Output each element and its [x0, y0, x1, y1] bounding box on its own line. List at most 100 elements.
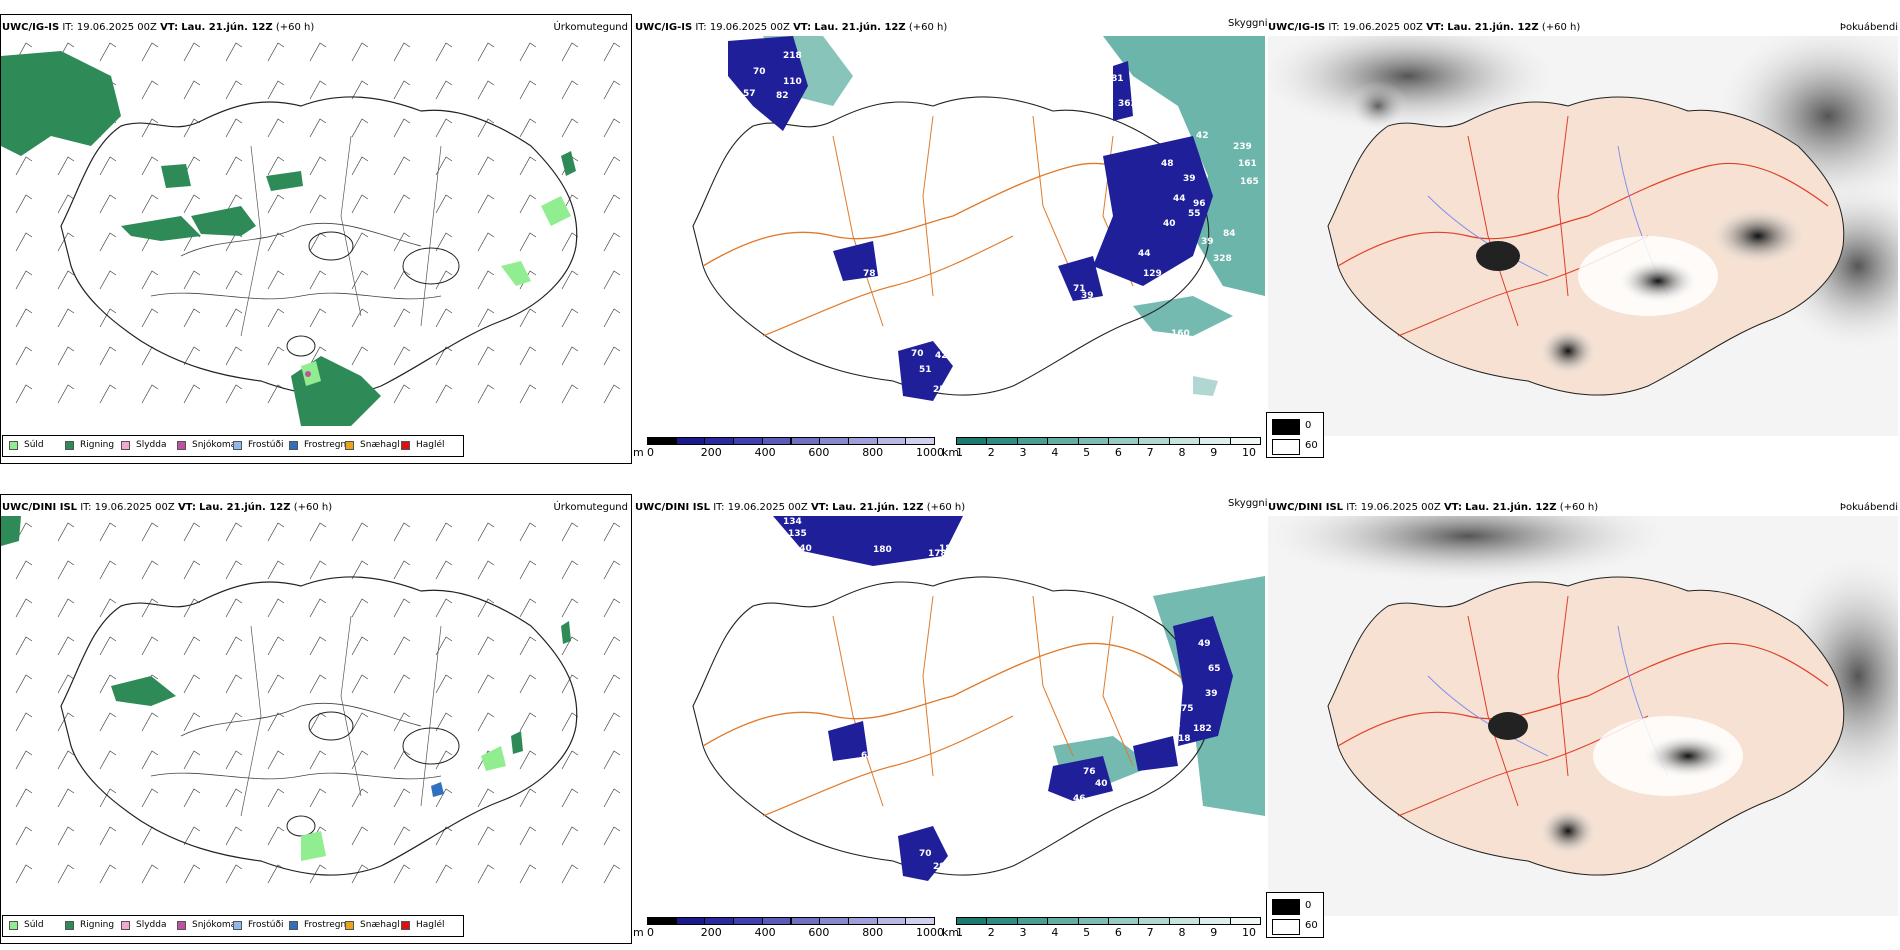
- lead-time: (+60 h): [926, 502, 966, 513]
- wind-barb: [477, 522, 495, 542]
- legend-label: Súld: [24, 440, 44, 450]
- cloud-base-value: 13: [1158, 709, 1171, 719]
- wind-barb: [603, 308, 621, 328]
- cloud-base-value: 57: [743, 89, 756, 99]
- legend-label: Frostúði: [248, 920, 284, 930]
- colorbar-tick-label: 2: [987, 446, 995, 459]
- valid-time: Lau. 21.jún. 12Z: [181, 22, 273, 33]
- wind-barb: [99, 750, 117, 770]
- wind-barb: [57, 864, 75, 884]
- wind-barb: [351, 346, 369, 366]
- colorbar-tick-label: 1000: [916, 446, 944, 459]
- colorbar-segment: [1077, 437, 1109, 445]
- wind-barb: [393, 42, 411, 62]
- precip-panel-frame: [0, 14, 632, 464]
- colorbar-segment: [1199, 917, 1231, 925]
- wind-barb: [393, 674, 411, 694]
- legend-item: Súld: [9, 440, 44, 451]
- cloud-base-value: 42: [1196, 131, 1209, 141]
- cloud-base-value: 140: [793, 544, 812, 554]
- wind-barb: [477, 232, 495, 252]
- wind-barb: [267, 42, 285, 62]
- lead-time: (+60 h): [1541, 22, 1581, 33]
- colorbar-tick-label: 7: [1146, 446, 1154, 459]
- wind-barb: [267, 712, 285, 732]
- legend-label: Slydda: [136, 440, 167, 450]
- cloud-base-value: 82: [776, 91, 789, 101]
- wind-barb: [15, 750, 33, 770]
- wind-barb: [435, 42, 453, 62]
- cloud-base-value: 39: [1081, 291, 1094, 301]
- model-name: UWC/IG-IS: [1268, 22, 1326, 33]
- cloud-base-value: 42: [935, 351, 948, 361]
- wind-barb: [393, 156, 411, 176]
- legend-swatch: [121, 921, 130, 930]
- cloud-base-value: 78: [863, 269, 876, 279]
- wind-barb: [435, 308, 453, 328]
- colorbar-tick-label: 1: [956, 926, 963, 939]
- wind-barb: [351, 156, 369, 176]
- wind-barb: [225, 598, 243, 618]
- cloud-base-value: 4: [1173, 287, 1179, 297]
- wind-barb: [309, 194, 327, 214]
- wind-barb: [99, 712, 117, 732]
- wind-barb: [57, 384, 75, 404]
- fog-legend-label: 0: [1305, 420, 1312, 431]
- cloud-base-areas: [728, 36, 1213, 401]
- wind-barb: [561, 522, 579, 542]
- wind-barb: [309, 118, 327, 138]
- legend-label: Frostregn: [304, 920, 347, 930]
- wind-barb: [309, 712, 327, 732]
- wind-barb: [603, 636, 621, 656]
- wind-barb: [15, 194, 33, 214]
- cloud-base-value: 110: [783, 77, 802, 87]
- wind-barb: [435, 788, 453, 808]
- precip-legend: Súld Rigning Slydda Snjókoma Frostúði Frostre…: [2, 915, 464, 937]
- colorbar-segment: [1229, 917, 1261, 925]
- wind-barb: [15, 560, 33, 580]
- lead-time: (+60 h): [908, 22, 948, 33]
- colorbar-segment: [1168, 437, 1201, 445]
- wind-barb: [351, 118, 369, 138]
- wind-barb: [435, 560, 453, 580]
- colorbar-segment: [675, 437, 706, 445]
- wind-barb: [183, 560, 201, 580]
- colorbar-segment: [1016, 437, 1049, 445]
- wind-barb: [435, 864, 453, 884]
- fog-legend-label: 0: [1305, 900, 1312, 911]
- wind-barb: [519, 598, 537, 618]
- wind-barb: [99, 156, 117, 176]
- colorbar-tick-label: 2: [987, 926, 995, 939]
- wind-barb: [603, 80, 621, 100]
- wind-barb: [267, 598, 285, 618]
- wind-barb: [351, 42, 369, 62]
- cloud-base-value: 70: [911, 349, 924, 359]
- wind-barb: [57, 826, 75, 846]
- wind-barb: [561, 674, 579, 694]
- wind-barb: [225, 864, 243, 884]
- wind-barb: [393, 232, 411, 252]
- colorbar-segment: [1108, 437, 1140, 445]
- precip-areas: [1, 51, 576, 426]
- cloud-base-value: 71: [1073, 284, 1086, 294]
- wind-barb: [141, 636, 159, 656]
- cloud-base-value: 75: [1181, 704, 1194, 714]
- wind-barb: [561, 788, 579, 808]
- wind-barb: [99, 598, 117, 618]
- wind-barb: [561, 308, 579, 328]
- colorbar-segment: [1016, 917, 1049, 925]
- wind-barb: [477, 636, 495, 656]
- wind-barb: [519, 346, 537, 366]
- colorbar-segment: [1047, 437, 1079, 445]
- wind-barb: [267, 270, 285, 290]
- wind-barb: [435, 346, 453, 366]
- cloud-base-value: 96: [1193, 199, 1206, 209]
- wind-barb: [183, 864, 201, 884]
- legend-label: Haglél: [416, 920, 445, 930]
- cloud-base-value: 39: [1205, 689, 1218, 699]
- fog-map: [1268, 36, 1898, 436]
- wind-barb: [477, 118, 495, 138]
- wind-barb: [57, 598, 75, 618]
- wind-barb: [561, 118, 579, 138]
